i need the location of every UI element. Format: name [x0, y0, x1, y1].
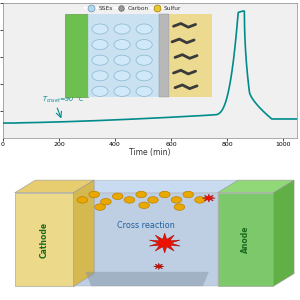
- Circle shape: [195, 197, 205, 203]
- Polygon shape: [15, 180, 94, 193]
- Polygon shape: [149, 233, 180, 253]
- Circle shape: [89, 191, 99, 198]
- Polygon shape: [218, 180, 294, 193]
- Circle shape: [171, 197, 182, 203]
- Polygon shape: [202, 194, 215, 202]
- Polygon shape: [218, 193, 274, 286]
- Polygon shape: [274, 180, 294, 286]
- Circle shape: [112, 193, 123, 200]
- Circle shape: [77, 197, 88, 203]
- Circle shape: [124, 197, 135, 203]
- X-axis label: Time (min): Time (min): [129, 148, 171, 158]
- Legend: SSEs, Carbon, Sulfur: SSEs, Carbon, Sulfur: [85, 6, 181, 11]
- Circle shape: [183, 191, 194, 198]
- Text: $T_{onset}$=90 °C: $T_{onset}$=90 °C: [42, 94, 85, 105]
- Polygon shape: [85, 272, 209, 286]
- Polygon shape: [15, 193, 74, 286]
- Circle shape: [159, 191, 170, 198]
- Polygon shape: [154, 263, 164, 270]
- Text: Anode: Anode: [241, 226, 250, 253]
- Circle shape: [136, 191, 146, 198]
- Circle shape: [148, 197, 158, 203]
- Circle shape: [174, 204, 185, 210]
- Circle shape: [100, 199, 111, 205]
- Text: Cathode: Cathode: [40, 221, 49, 257]
- Polygon shape: [74, 180, 238, 193]
- Circle shape: [95, 204, 105, 210]
- Polygon shape: [74, 180, 94, 286]
- Text: Cross reaction: Cross reaction: [117, 220, 175, 230]
- Circle shape: [139, 202, 149, 208]
- Polygon shape: [74, 193, 218, 286]
